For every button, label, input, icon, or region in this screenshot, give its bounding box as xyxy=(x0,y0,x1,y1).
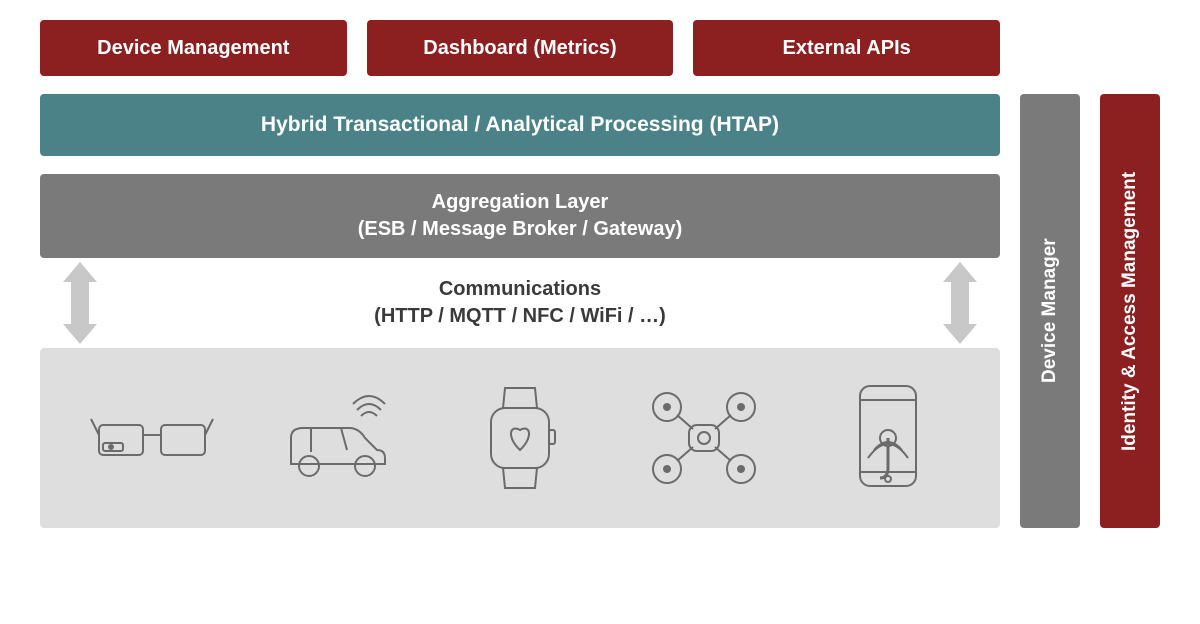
communications-subtitle: (HTTP / MQTT / NFC / WiFi / …) xyxy=(120,303,920,330)
external-apis-label: External APIs xyxy=(783,37,911,60)
iam-label: Identity & Access Management xyxy=(1119,171,1141,450)
communications-text: Communications (HTTP / MQTT / NFC / WiFi… xyxy=(120,276,920,330)
device-management-box: Device Management xyxy=(40,20,347,76)
bidirectional-arrow-icon xyxy=(939,260,981,346)
external-apis-box: External APIs xyxy=(693,20,1000,76)
right-arrow xyxy=(920,258,1000,348)
smart-glasses-icon xyxy=(87,383,217,493)
communications-title: Communications xyxy=(120,276,920,303)
device-row xyxy=(40,348,1000,528)
aggregation-title: Aggregation Layer xyxy=(432,189,609,216)
communications-row: Communications (HTTP / MQTT / NFC / WiFi… xyxy=(40,258,1000,348)
iam-column: Identity & Access Management xyxy=(1100,94,1160,528)
device-management-label: Device Management xyxy=(97,37,289,60)
htap-label: Hybrid Transactional / Analytical Proces… xyxy=(261,113,779,137)
htap-box: Hybrid Transactional / Analytical Proces… xyxy=(40,94,1000,156)
dashboard-box: Dashboard (Metrics) xyxy=(367,20,674,76)
connected-car-icon xyxy=(271,383,401,493)
drone-icon xyxy=(639,383,769,493)
dashboard-label: Dashboard (Metrics) xyxy=(423,37,616,60)
smartwatch-icon xyxy=(455,383,585,493)
left-arrow xyxy=(40,258,120,348)
bidirectional-arrow-icon xyxy=(59,260,101,346)
device-manager-column: Device Manager xyxy=(1020,94,1080,528)
aggregation-box: Aggregation Layer (ESB / Message Broker … xyxy=(40,174,1000,258)
aggregation-subtitle: (ESB / Message Broker / Gateway) xyxy=(358,216,683,243)
architecture-diagram: Device Management Dashboard (Metrics) Ex… xyxy=(40,20,1160,604)
touch-phone-icon xyxy=(823,383,953,493)
device-manager-label: Device Manager xyxy=(1039,239,1061,384)
